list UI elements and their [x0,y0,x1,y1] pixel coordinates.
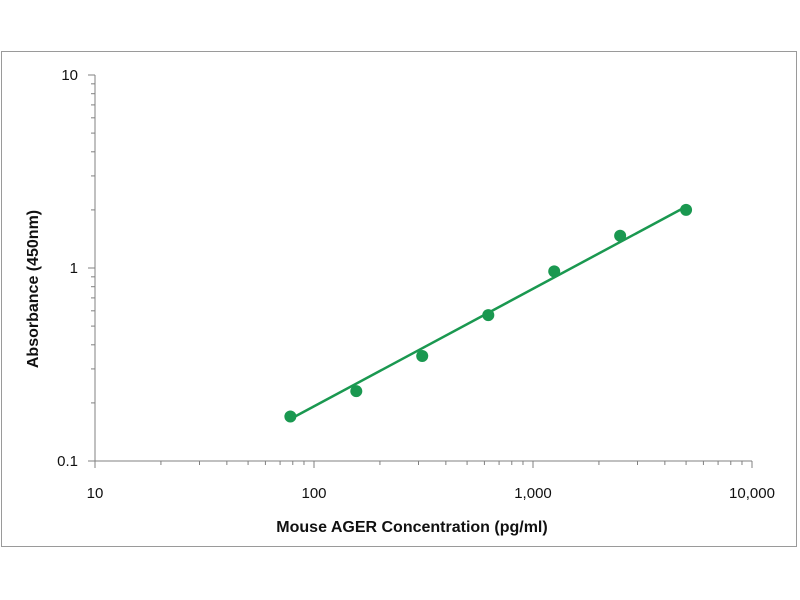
chart-frame [1,51,797,547]
data-point [284,410,297,423]
data-point [482,309,495,322]
x-tick-label: 1,000 [514,485,552,502]
data-point [614,229,627,242]
x-axis-title: Mouse AGER Concentration (pg/ml) [276,519,547,536]
x-axis-tick-labels: 10 100 1,000 10,000 [87,485,775,502]
data-point [680,203,693,216]
y-tick-label: 10 [61,67,78,84]
data-point [350,385,363,398]
y-tick-label: 0.1 [57,453,78,470]
y-axis-ticks [88,74,95,462]
y-axis-title: Absorbance (450nm) [25,210,42,368]
y-tick-label: 1 [70,260,78,277]
data-point [548,265,561,278]
data-point [416,349,429,362]
x-tick-label: 100 [301,485,326,502]
y-axis-tick-labels: 0.1 1 10 [57,67,78,470]
x-tick-label: 10,000 [729,485,775,502]
data-points [284,203,693,423]
x-axis-ticks [94,461,753,468]
x-tick-label: 10 [87,485,104,502]
